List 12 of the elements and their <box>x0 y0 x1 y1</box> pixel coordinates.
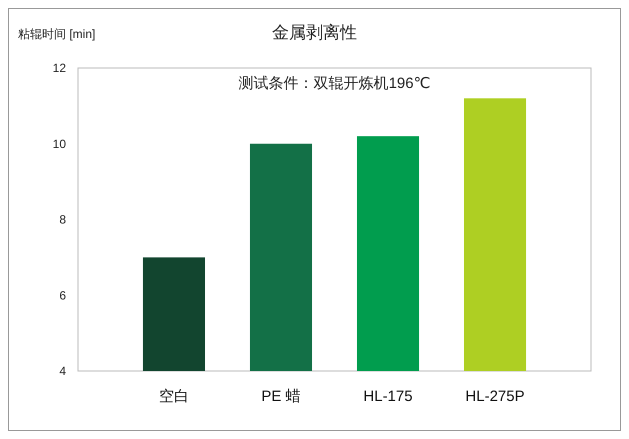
chart-title: 金属剥离性 <box>272 23 357 42</box>
y-tick-label: 12 <box>52 61 66 76</box>
y-tick-label: 4 <box>59 364 66 378</box>
y-tick-label: 6 <box>59 288 66 302</box>
y-tick-label: 8 <box>59 212 66 227</box>
annotation: 测试条件：双辊开炼机196℃ <box>238 75 430 92</box>
x-tick-label: PE 蜡 <box>261 388 301 405</box>
x-tick-label: 空白 <box>158 388 189 405</box>
x-tick-label: HL-175 <box>363 388 413 405</box>
y-axis-title: 粘辊时间 [min] <box>18 27 96 41</box>
y-tick-label: 10 <box>52 136 66 151</box>
x-tick-label: HL-275P <box>465 388 525 405</box>
